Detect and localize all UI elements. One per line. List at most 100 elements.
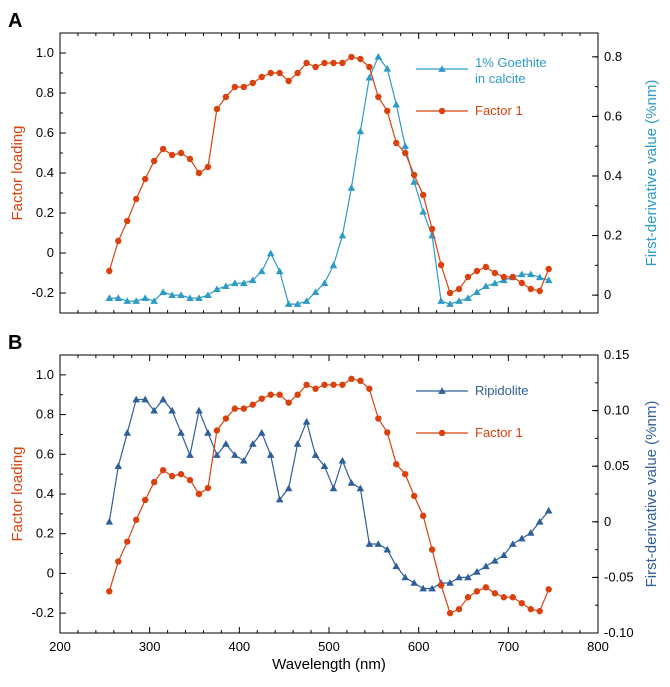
data-point (320, 462, 329, 470)
data-point (419, 191, 427, 199)
data-point (150, 406, 158, 414)
data-point (275, 267, 284, 275)
data-point (177, 149, 185, 157)
data-point (330, 59, 337, 67)
panel-a: -0.2 0 0.2 0.4 0.6 0.8 1.0 0 0.2 0.4 0.6 0.8 A Factor… (8, 10, 660, 314)
data-point (402, 149, 409, 157)
y-left-axis-title: Factor loading (9, 446, 26, 541)
data-point (356, 127, 365, 135)
data-point (500, 551, 508, 559)
data-point (293, 300, 302, 307)
data-point (320, 279, 329, 287)
panel-letter: B (8, 332, 22, 354)
series-line (108, 378, 550, 614)
data-point (419, 207, 427, 215)
data-point (311, 288, 320, 295)
data-point (446, 609, 454, 617)
data-point (428, 584, 436, 592)
data-point (141, 175, 149, 183)
data-point (284, 484, 293, 492)
data-point (348, 375, 355, 383)
data-point (473, 588, 481, 595)
data-point (545, 586, 552, 593)
data-point (544, 506, 553, 514)
data-point (357, 55, 364, 63)
data-point (348, 53, 355, 61)
y-right-tick-label: 0.6 (604, 108, 622, 123)
data-point (195, 406, 203, 414)
data-point (302, 297, 311, 304)
data-point (115, 558, 122, 565)
data-point (437, 582, 445, 589)
data-point (410, 579, 418, 586)
data-point (186, 155, 194, 163)
data-point (509, 540, 517, 547)
data-point (303, 59, 310, 67)
data-point (204, 163, 212, 171)
data-point (518, 279, 525, 287)
legend: Ripidolite Factor 1 (416, 383, 528, 440)
x-tick-label: 300 (139, 639, 161, 654)
legend: 1% Goethite in calcite Factor 1 (416, 55, 547, 118)
data-point (276, 69, 283, 77)
data-point (339, 59, 346, 67)
data-point (231, 405, 239, 412)
data-point (517, 270, 526, 278)
data-point (195, 490, 203, 498)
data-point (150, 297, 158, 304)
data-point (240, 279, 248, 287)
y-right-tick-label: 0.2 (604, 228, 622, 243)
data-point (204, 291, 212, 298)
data-point (177, 470, 185, 478)
data-point (285, 77, 292, 85)
data-point (123, 297, 132, 304)
y-right-tick-label: -0.05 (604, 569, 634, 584)
data-point (410, 171, 418, 179)
data-point (338, 456, 347, 464)
data-point (509, 273, 517, 281)
panel-letter: A (8, 10, 22, 32)
y-left-tick-label: 0.2 (36, 205, 54, 220)
data-point (347, 479, 356, 486)
panel-b: 200 300 400 500 600 700 800 -0.2 0 0.2 0.4 0.6 0.8 1.… (8, 332, 660, 673)
data-point (446, 289, 454, 297)
data-point (257, 429, 266, 436)
legend-item: Ripidolite (416, 383, 528, 398)
y-left-tick-label: -0.2 (32, 285, 54, 300)
data-point (374, 53, 383, 60)
data-point (536, 607, 543, 615)
x-tick-label: 600 (408, 639, 430, 654)
data-point (464, 294, 472, 301)
data-point (222, 93, 230, 101)
y-left-tick-label: 0.6 (36, 446, 54, 461)
x-tick-label: 800 (587, 639, 609, 654)
data-point (383, 545, 392, 553)
data-point (159, 395, 167, 403)
data-point (124, 217, 131, 225)
data-point (329, 261, 338, 269)
legend-label: Factor 1 (475, 103, 523, 118)
data-point (177, 291, 185, 298)
data-point (186, 294, 194, 301)
data-point (419, 512, 427, 520)
data-point (473, 288, 481, 295)
legend-item: Factor 1 (416, 103, 523, 118)
data-point (222, 440, 230, 447)
data-point (114, 462, 123, 470)
data-point (482, 263, 490, 271)
data-point (428, 546, 436, 553)
data-point (231, 279, 239, 287)
data-point (168, 406, 176, 414)
y-left-axis-title: Factor loading (9, 125, 26, 220)
data-point (114, 294, 123, 301)
data-point (106, 267, 113, 275)
data-point (375, 415, 382, 422)
data-point (213, 427, 221, 434)
data-point (240, 83, 248, 91)
data-point (302, 417, 311, 425)
data-point (159, 288, 167, 295)
data-point (141, 395, 149, 403)
data-point (482, 282, 490, 290)
x-tick-label: 500 (318, 639, 340, 654)
data-point (455, 285, 463, 293)
